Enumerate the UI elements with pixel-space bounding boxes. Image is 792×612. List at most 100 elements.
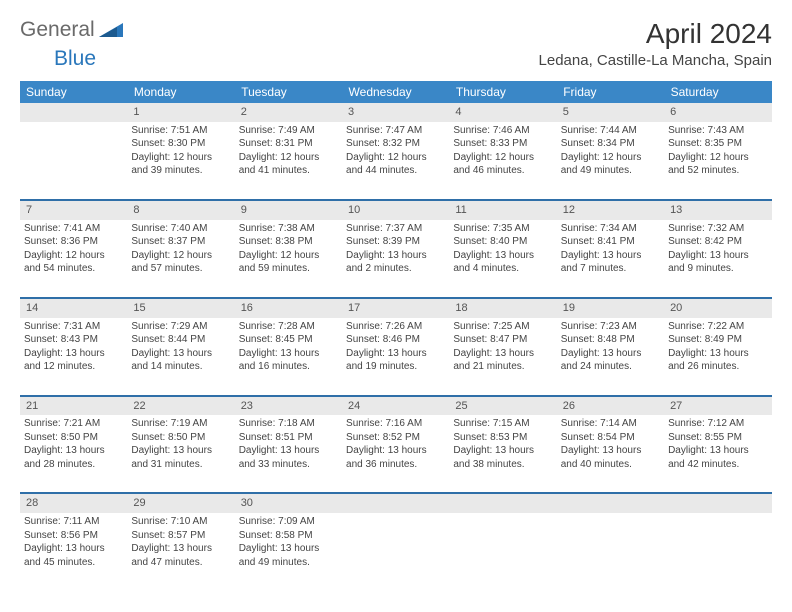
day-cell: Sunrise: 7:28 AMSunset: 8:45 PMDaylight:… (235, 318, 342, 396)
day-cell: Sunrise: 7:32 AMSunset: 8:42 PMDaylight:… (664, 220, 771, 298)
sunset-text: Sunset: 8:49 PM (668, 333, 767, 347)
day-cell (342, 513, 449, 591)
day-detail-row: Sunrise: 7:11 AMSunset: 8:56 PMDaylight:… (20, 513, 772, 591)
sunset-text: Sunset: 8:54 PM (561, 431, 660, 445)
sunset-text: Sunset: 8:33 PM (453, 137, 552, 151)
logo-text-blue: Blue (54, 47, 96, 71)
day-number-row: 78910111213 (20, 200, 772, 220)
day-number-row: 14151617181920 (20, 298, 772, 318)
daylight-text: Daylight: 13 hours and 16 minutes. (239, 347, 338, 374)
page-title: April 2024 (539, 18, 772, 50)
daylight-text: Daylight: 13 hours and 40 minutes. (561, 444, 660, 471)
day-cell: Sunrise: 7:19 AMSunset: 8:50 PMDaylight:… (127, 415, 234, 493)
daylight-text: Daylight: 13 hours and 47 minutes. (131, 542, 230, 569)
day-number: 21 (20, 396, 127, 416)
logo: General (20, 18, 127, 42)
sunrise-text: Sunrise: 7:43 AM (668, 124, 767, 138)
day-number (664, 493, 771, 513)
sunrise-text: Sunrise: 7:18 AM (239, 417, 338, 431)
day-number: 24 (342, 396, 449, 416)
day-cell: Sunrise: 7:16 AMSunset: 8:52 PMDaylight:… (342, 415, 449, 493)
day-number: 7 (20, 200, 127, 220)
day-header: Wednesday (342, 81, 449, 103)
day-cell: Sunrise: 7:38 AMSunset: 8:38 PMDaylight:… (235, 220, 342, 298)
day-number: 20 (664, 298, 771, 318)
daylight-text: Daylight: 13 hours and 12 minutes. (24, 347, 123, 374)
day-number: 25 (449, 396, 556, 416)
sunset-text: Sunset: 8:39 PM (346, 235, 445, 249)
day-number (449, 493, 556, 513)
sunset-text: Sunset: 8:56 PM (24, 529, 123, 543)
sunrise-text: Sunrise: 7:41 AM (24, 222, 123, 236)
day-cell: Sunrise: 7:26 AMSunset: 8:46 PMDaylight:… (342, 318, 449, 396)
day-number: 16 (235, 298, 342, 318)
day-header: Sunday (20, 81, 127, 103)
daylight-text: Daylight: 13 hours and 38 minutes. (453, 444, 552, 471)
sunset-text: Sunset: 8:50 PM (24, 431, 123, 445)
daylight-text: Daylight: 13 hours and 45 minutes. (24, 542, 123, 569)
day-cell: Sunrise: 7:18 AMSunset: 8:51 PMDaylight:… (235, 415, 342, 493)
day-cell: Sunrise: 7:40 AMSunset: 8:37 PMDaylight:… (127, 220, 234, 298)
daylight-text: Daylight: 12 hours and 57 minutes. (131, 249, 230, 276)
daylight-text: Daylight: 13 hours and 36 minutes. (346, 444, 445, 471)
sunrise-text: Sunrise: 7:11 AM (24, 515, 123, 529)
daylight-text: Daylight: 13 hours and 2 minutes. (346, 249, 445, 276)
day-cell: Sunrise: 7:23 AMSunset: 8:48 PMDaylight:… (557, 318, 664, 396)
sunset-text: Sunset: 8:31 PM (239, 137, 338, 151)
daylight-text: Daylight: 13 hours and 21 minutes. (453, 347, 552, 374)
sunset-text: Sunset: 8:36 PM (24, 235, 123, 249)
daylight-text: Daylight: 13 hours and 26 minutes. (668, 347, 767, 374)
day-cell: Sunrise: 7:46 AMSunset: 8:33 PMDaylight:… (449, 122, 556, 200)
day-number: 19 (557, 298, 664, 318)
day-cell: Sunrise: 7:49 AMSunset: 8:31 PMDaylight:… (235, 122, 342, 200)
day-cell (557, 513, 664, 591)
day-number: 28 (20, 493, 127, 513)
sunrise-text: Sunrise: 7:38 AM (239, 222, 338, 236)
sunset-text: Sunset: 8:52 PM (346, 431, 445, 445)
day-cell: Sunrise: 7:44 AMSunset: 8:34 PMDaylight:… (557, 122, 664, 200)
sunrise-text: Sunrise: 7:25 AM (453, 320, 552, 334)
daylight-text: Daylight: 13 hours and 7 minutes. (561, 249, 660, 276)
day-number: 13 (664, 200, 771, 220)
sunrise-text: Sunrise: 7:12 AM (668, 417, 767, 431)
day-cell: Sunrise: 7:25 AMSunset: 8:47 PMDaylight:… (449, 318, 556, 396)
daylight-text: Daylight: 13 hours and 49 minutes. (239, 542, 338, 569)
sunrise-text: Sunrise: 7:22 AM (668, 320, 767, 334)
day-cell: Sunrise: 7:43 AMSunset: 8:35 PMDaylight:… (664, 122, 771, 200)
day-detail-row: Sunrise: 7:51 AMSunset: 8:30 PMDaylight:… (20, 122, 772, 200)
day-number: 2 (235, 103, 342, 122)
sunrise-text: Sunrise: 7:51 AM (131, 124, 230, 138)
daylight-text: Daylight: 13 hours and 28 minutes. (24, 444, 123, 471)
header-right: April 2024 Ledana, Castille-La Mancha, S… (539, 18, 772, 69)
logo-text-general: General (20, 18, 95, 42)
sunrise-text: Sunrise: 7:19 AM (131, 417, 230, 431)
sunset-text: Sunset: 8:38 PM (239, 235, 338, 249)
day-number-row: 21222324252627 (20, 396, 772, 416)
daylight-text: Daylight: 12 hours and 44 minutes. (346, 151, 445, 178)
daylight-text: Daylight: 12 hours and 41 minutes. (239, 151, 338, 178)
day-cell: Sunrise: 7:34 AMSunset: 8:41 PMDaylight:… (557, 220, 664, 298)
daylight-text: Daylight: 13 hours and 19 minutes. (346, 347, 445, 374)
calendar-table: Sunday Monday Tuesday Wednesday Thursday… (20, 81, 772, 591)
day-cell: Sunrise: 7:12 AMSunset: 8:55 PMDaylight:… (664, 415, 771, 493)
sunrise-text: Sunrise: 7:23 AM (561, 320, 660, 334)
day-number (342, 493, 449, 513)
sunset-text: Sunset: 8:35 PM (668, 137, 767, 151)
sunset-text: Sunset: 8:55 PM (668, 431, 767, 445)
sunset-text: Sunset: 8:32 PM (346, 137, 445, 151)
sunrise-text: Sunrise: 7:47 AM (346, 124, 445, 138)
day-number: 22 (127, 396, 234, 416)
day-number-row: 123456 (20, 103, 772, 122)
day-header-row: Sunday Monday Tuesday Wednesday Thursday… (20, 81, 772, 103)
day-number: 10 (342, 200, 449, 220)
daylight-text: Daylight: 12 hours and 46 minutes. (453, 151, 552, 178)
sunrise-text: Sunrise: 7:46 AM (453, 124, 552, 138)
day-cell: Sunrise: 7:21 AMSunset: 8:50 PMDaylight:… (20, 415, 127, 493)
day-number: 5 (557, 103, 664, 122)
day-number: 1 (127, 103, 234, 122)
day-cell: Sunrise: 7:09 AMSunset: 8:58 PMDaylight:… (235, 513, 342, 591)
day-number: 9 (235, 200, 342, 220)
daylight-text: Daylight: 12 hours and 52 minutes. (668, 151, 767, 178)
daylight-text: Daylight: 12 hours and 39 minutes. (131, 151, 230, 178)
sunrise-text: Sunrise: 7:31 AM (24, 320, 123, 334)
